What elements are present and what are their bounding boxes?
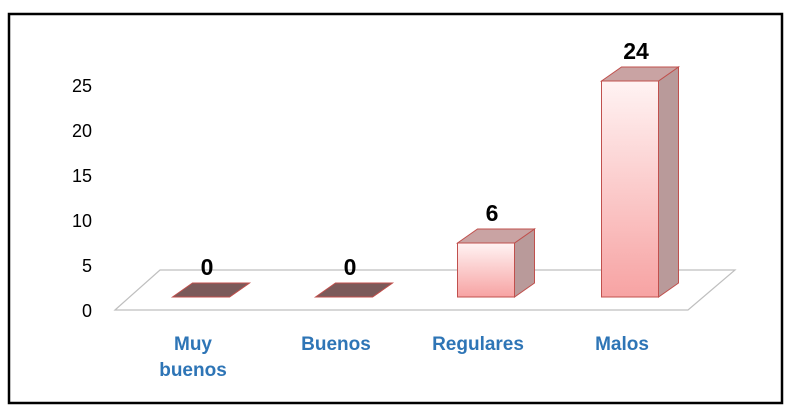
bar-side: [658, 66, 679, 298]
bar-top: [455, 228, 537, 244]
data-label: 6: [486, 200, 499, 226]
x-tick-label: Regulares: [432, 334, 524, 355]
x-tick-label: Malos: [595, 334, 649, 355]
x-tick-label: Buenos: [301, 334, 371, 355]
data-label: 0: [201, 254, 214, 280]
y-tick-label: 5: [82, 256, 92, 276]
y-tick-label: 10: [72, 211, 92, 231]
x-tick-label: Muy buenos: [159, 334, 227, 381]
bar: [601, 80, 659, 298]
floor: [113, 269, 737, 311]
y-tick-label: 15: [72, 166, 92, 186]
bar: [457, 242, 515, 298]
y-tick-label: 0: [82, 301, 92, 321]
bar-top: [313, 282, 395, 298]
bar-top: [599, 66, 681, 82]
y-tick-label: 25: [72, 76, 92, 96]
data-label: 0: [344, 254, 357, 280]
data-label: 24: [623, 38, 649, 64]
bar-top: [170, 282, 252, 298]
y-tick-label: 20: [72, 121, 92, 141]
